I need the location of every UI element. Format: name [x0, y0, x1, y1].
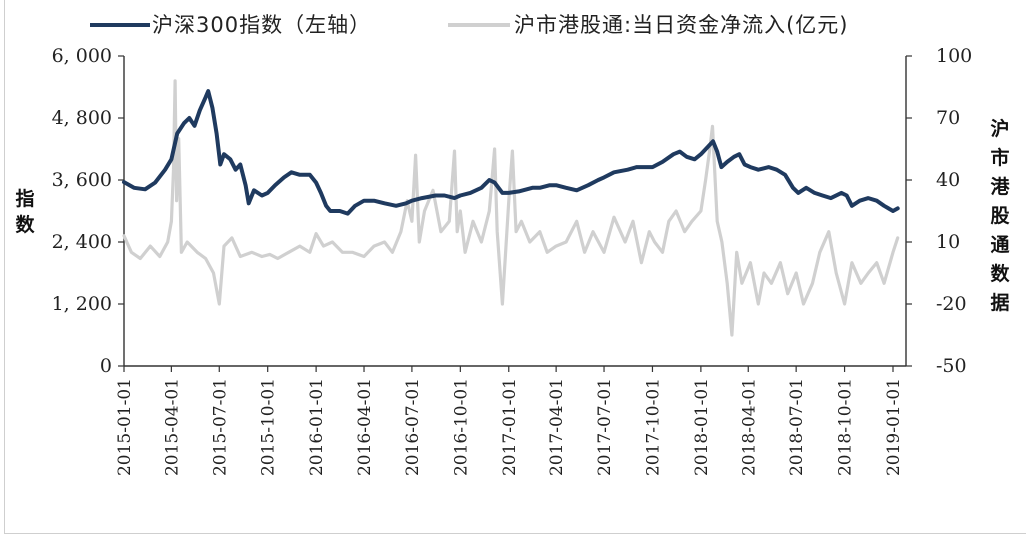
- x-tick-label: 2015-07-01: [210, 378, 230, 476]
- y-right-tick-label: 40: [936, 169, 960, 191]
- y-left-tick-label: 1, 200: [52, 293, 112, 315]
- series-hs300: [122, 89, 900, 216]
- x-tick-label: 2016-10-01: [451, 378, 471, 476]
- y-left-title: 指数: [15, 188, 35, 236]
- y-right-title-char: 股: [990, 205, 1009, 227]
- y-left-tick-label: 6, 000: [52, 45, 112, 67]
- legend: 沪深300指数（左轴） 沪市港股通:当日资金净流入(亿元): [90, 13, 848, 37]
- x-tick-label: 2017-01-01: [500, 378, 520, 476]
- y-right-tick-label: -50: [936, 355, 967, 377]
- chart-frame: [4, 0, 1026, 534]
- y-right-tick-label: -20: [936, 293, 967, 315]
- y-right-tick-label: 70: [936, 107, 960, 129]
- x-tick-label: 2017-04-01: [547, 378, 567, 476]
- y-right-title-char: 据: [990, 291, 1009, 314]
- y-right-tick-label: 100: [936, 45, 972, 67]
- y-left-tick-label: 3, 600: [52, 169, 112, 191]
- y-left-tick-label: 4, 800: [52, 107, 112, 129]
- x-tick-label: 2015-10-01: [259, 378, 279, 476]
- y-right-tick-label: 10: [936, 231, 960, 253]
- x-tick-label: 2016-04-01: [355, 378, 375, 476]
- x-tick-label: 2019-01-01: [884, 378, 904, 476]
- x-tick-label: 2015-01-01: [115, 378, 135, 476]
- y-left-tick-label: 2, 400: [52, 231, 112, 253]
- x-tick-label: 2015-04-01: [162, 378, 182, 476]
- legend-label-hs300: 沪深300指数（左轴）: [152, 13, 371, 37]
- y-right-title-char: 沪: [990, 117, 1009, 140]
- y-right-title-char: 通: [990, 234, 1010, 256]
- axes: [118, 55, 912, 372]
- x-tick-label: 2018-07-01: [787, 378, 807, 476]
- y-right-title-char: 数: [990, 262, 1010, 285]
- y-left-tick-label: 0: [100, 355, 112, 377]
- legend-label-southbound-flow: 沪市港股通:当日资金净流入(亿元): [514, 13, 848, 37]
- y-left-title-char: 指: [15, 188, 34, 210]
- x-tick-label: 2017-10-01: [643, 378, 663, 476]
- x-tick-label: 2018-04-01: [739, 378, 759, 476]
- series-southbound-flow: [122, 79, 900, 337]
- tick-labels: 0 1, 200 2, 400 3, 600 4, 800 6, 000 -50 -20 10 4…: [52, 45, 973, 476]
- x-tick-label: 2018-10-01: [836, 378, 856, 476]
- series-line-southbound-flow: [122, 79, 900, 337]
- y-left-title-char: 数: [15, 213, 35, 236]
- series-line-hs300: [122, 89, 900, 216]
- y-right-title-char: 市: [990, 146, 1009, 169]
- x-tick-label: 2018-01-01: [692, 378, 712, 476]
- x-tick-label: 2017-07-01: [595, 378, 615, 476]
- x-tick-label: 2016-01-01: [307, 378, 327, 476]
- x-tick-label: 2016-07-01: [403, 378, 423, 476]
- y-right-title-char: 港: [990, 176, 1010, 198]
